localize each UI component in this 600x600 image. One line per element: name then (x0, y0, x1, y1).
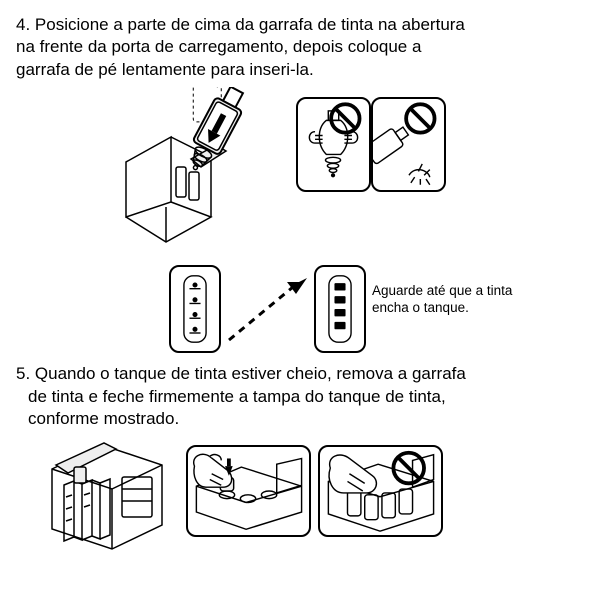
fig-step4-gauge-empty (169, 265, 221, 353)
page: 4. Posicione a parte de cima da garrafa … (0, 0, 600, 577)
step4-line1: 4. Posicione a parte de cima da garrafa … (16, 14, 584, 36)
fig-step4-warn-squeeze (296, 97, 371, 192)
step5-line1: 5. Quando o tanque de tinta estiver chei… (16, 363, 584, 385)
fig-step4-main (121, 87, 286, 252)
step5-line2: de tinta e feche firmemente a tampa do t… (16, 386, 584, 408)
step5-figure-area (16, 437, 584, 567)
bottle-insert-illustration (121, 87, 286, 252)
step4-line2: na frente da porta de carregamento, depo… (16, 36, 584, 58)
prohibition-icon (406, 105, 434, 133)
step5-line3: conforme mostrado. (16, 408, 584, 430)
dashed-arrow-icon (221, 270, 316, 350)
step5-text: 5. Quando o tanque de tinta estiver chei… (16, 363, 584, 430)
fig-step5-tank-unit (44, 437, 174, 552)
step4-text: 4. Posicione a parte de cima da garrafa … (16, 14, 584, 81)
fig-step5-warn-touch (318, 445, 443, 537)
step4-line3: garrafa de pé lentamente para inseri-la. (16, 59, 584, 81)
fig-step4-gauge-full (314, 265, 366, 353)
step4-figure-area: Aguarde até que a tinta encha o tanque. (16, 87, 584, 357)
fig-step5-close-cap (186, 445, 311, 537)
fig-step4-warn-tilt (371, 97, 446, 192)
step4-caption: Aguarde até que a tinta encha o tanque. (372, 283, 522, 317)
